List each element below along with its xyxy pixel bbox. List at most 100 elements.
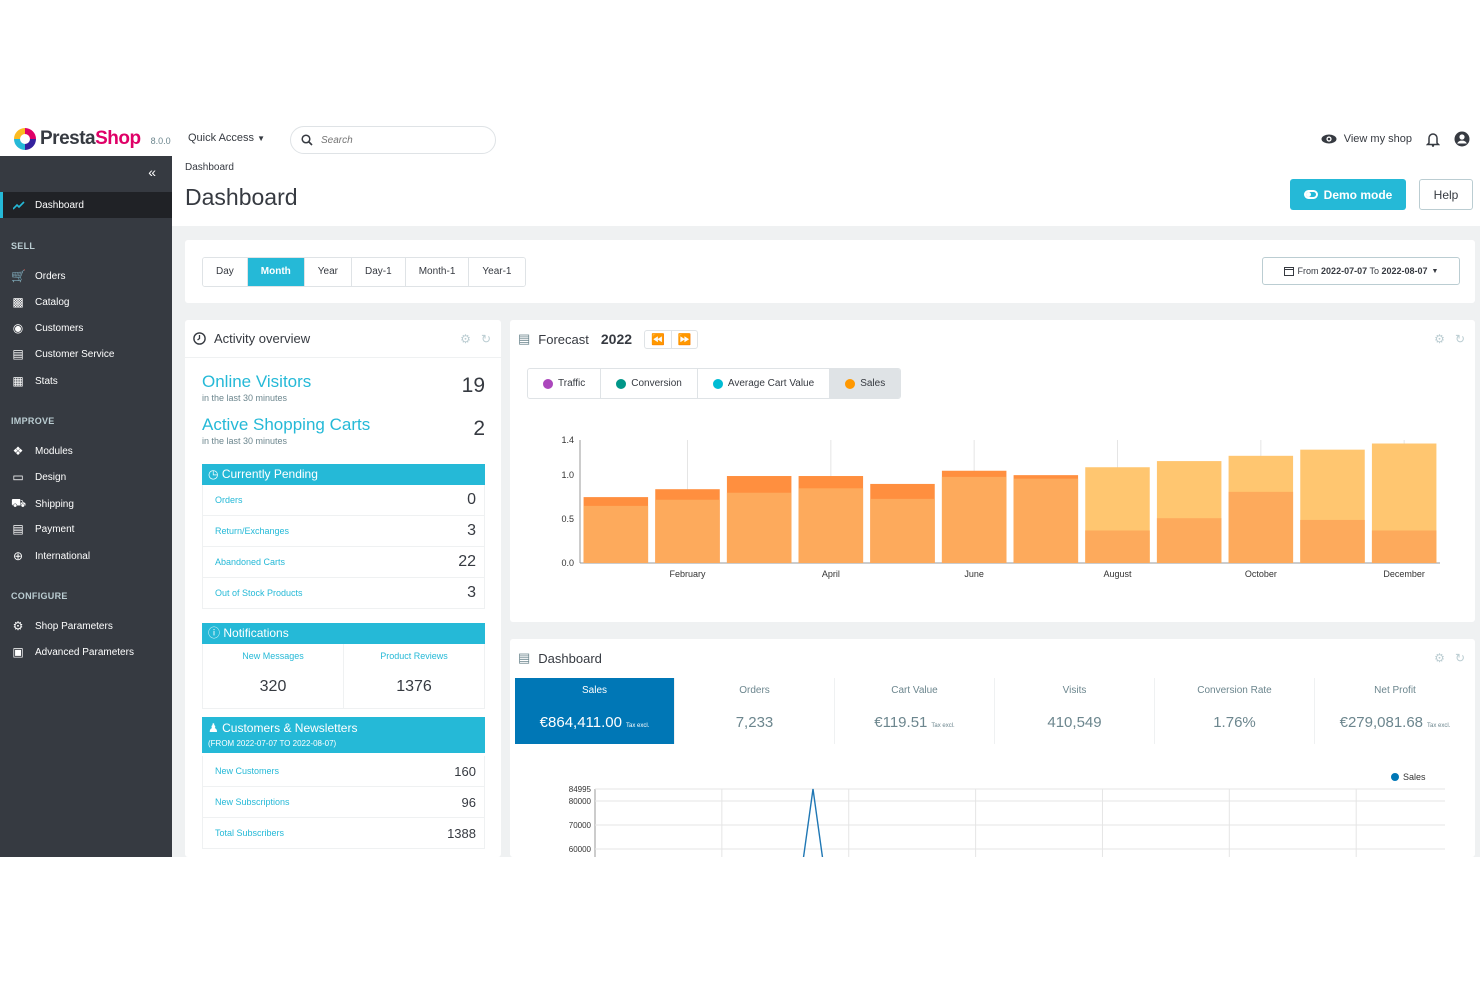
refresh-icon[interactable]: ↻: [480, 332, 491, 346]
sidebar-item-shipping[interactable]: ⛟ Shipping: [11, 496, 74, 512]
user-icon: ♟: [208, 721, 219, 735]
product-reviews: Product Reviews 1376: [344, 644, 484, 708]
kpi-conversion-rate[interactable]: Conversion Rate 1.76%: [1155, 678, 1315, 744]
sidebar-item-advanced-parameters[interactable]: ▣ Advanced Parameters: [11, 645, 134, 659]
card-tools: ⚙ ↻: [1434, 332, 1465, 346]
period-day-minus-1-button[interactable]: Day-1: [352, 258, 406, 286]
product-reviews-label[interactable]: Product Reviews: [380, 651, 448, 661]
demo-mode-button[interactable]: Demo mode: [1290, 179, 1406, 210]
sidebar-item-stats[interactable]: ▦ Stats: [11, 374, 57, 388]
collapse-sidebar-icon[interactable]: «: [148, 164, 156, 180]
refresh-icon[interactable]: ↻: [1454, 332, 1465, 346]
customers-value: 1388: [447, 825, 476, 841]
search-icon: [301, 134, 313, 146]
sidebar-item-catalog[interactable]: ▩ Catalog: [11, 295, 69, 309]
legend-conversion[interactable]: Conversion: [601, 369, 698, 398]
desktop-icon: ▭: [12, 470, 24, 484]
view-shop-link[interactable]: View my shop: [1321, 133, 1412, 145]
forecast-chart: 0.0 0.5 1.0 1.4 February April June August Octob…: [561, 435, 1440, 579]
y-tick-label: 70000: [569, 821, 592, 830]
app-window: PrestaShop 8.0.0 Quick Access ▼ View my …: [0, 120, 1480, 857]
forecast-sales-bar: [941, 476, 1007, 563]
legend-label: Average Cart Value: [727, 378, 815, 389]
notifications-title: Notifications: [223, 626, 289, 640]
kpi-visits[interactable]: Visits 410,549: [995, 678, 1155, 744]
legend-sales[interactable]: Sales: [830, 369, 901, 398]
sidebar-item-modules[interactable]: ❖ Modules: [11, 444, 73, 458]
currently-pending-header: ◷ Currently Pending: [202, 464, 485, 485]
breadcrumb[interactable]: Dashboard: [185, 162, 234, 173]
quick-access-dropdown[interactable]: Quick Access ▼: [188, 132, 266, 144]
x-tick-label: February: [669, 569, 706, 579]
forecast-sales-bar: [1371, 530, 1437, 563]
active-carts-label[interactable]: Active Shopping Carts: [202, 415, 371, 434]
x-tick-label: June: [964, 569, 984, 579]
sidebar-item-shop-parameters[interactable]: ⚙ Shop Parameters: [11, 619, 113, 633]
sidebar-item-dashboard[interactable]: Dashboard: [0, 192, 172, 218]
info-icon: ⓘ: [208, 626, 221, 640]
legend-average-cart-value[interactable]: Average Cart Value: [698, 369, 831, 398]
notifications-header: ⓘ Notifications: [202, 623, 485, 644]
refresh-icon[interactable]: ↻: [1454, 651, 1465, 665]
page-header: [172, 156, 1480, 226]
kpi-net-profit[interactable]: Net Profit €279,081.68 Tax excl.: [1315, 678, 1475, 744]
y-tick-label: 1.0: [561, 470, 574, 480]
gear-icon: ⚙: [12, 619, 24, 633]
legend-label: Sales: [860, 378, 886, 389]
sidebar-section-improve: IMPROVE: [11, 416, 55, 426]
forecast-header: ▤ Forecast 2022 ⏪ ⏩: [510, 320, 1475, 358]
settings-icon[interactable]: ⚙: [460, 332, 471, 346]
help-button[interactable]: Help: [1419, 179, 1473, 210]
kpi-orders[interactable]: Orders 7,233: [675, 678, 835, 744]
legend-traffic[interactable]: Traffic: [528, 369, 602, 398]
next-year-icon[interactable]: ⏩: [677, 333, 692, 346]
new-messages-label[interactable]: New Messages: [242, 651, 304, 661]
sidebar-item-international[interactable]: ⊕ International: [11, 549, 90, 563]
user-account-icon[interactable]: [1454, 131, 1470, 147]
pending-label[interactable]: Abandoned Carts: [215, 557, 286, 567]
period-month-minus-1-button[interactable]: Month-1: [405, 258, 470, 286]
new-messages-value: 320: [259, 678, 287, 695]
pending-row-abandoned-carts: Abandoned Carts 22: [202, 547, 485, 578]
sidebar-item-design[interactable]: ▭ Design: [11, 470, 66, 484]
sidebar-item-label: Customer Service: [35, 348, 115, 360]
settings-icon[interactable]: ⚙: [1434, 651, 1445, 665]
customers-label[interactable]: Total Subscribers: [215, 828, 285, 838]
currently-pending-title: Currently Pending: [221, 467, 318, 481]
prestashop-logo[interactable]: PrestaShop 8.0.0: [14, 128, 171, 150]
period-year-button[interactable]: Year: [304, 258, 353, 286]
date-range-button[interactable]: From 2022-07-07 To 2022-08-07 ▼: [1262, 257, 1460, 285]
sidebar-item-orders[interactable]: 🛒 Orders: [11, 269, 66, 283]
pending-label[interactable]: Orders: [215, 495, 243, 505]
period-month-button[interactable]: Month: [247, 258, 305, 286]
pending-label[interactable]: Out of Stock Products: [215, 588, 303, 598]
forecast-sales-bar: [1228, 491, 1294, 563]
period-selector-panel: Day Month Year Day-1 Month-1 Year-1 From…: [185, 240, 1475, 303]
search-box[interactable]: [290, 126, 496, 154]
previous-year-icon[interactable]: ⏪: [645, 330, 672, 348]
sidebar-item-customers[interactable]: ◉ Customers: [11, 321, 84, 335]
period-day-button[interactable]: Day: [203, 258, 248, 286]
kpi-cart-value[interactable]: Cart Value €119.51 Tax excl.: [835, 678, 995, 744]
kpi-sales[interactable]: Sales €864,411.00 Tax excl.: [515, 678, 675, 744]
customers-label[interactable]: New Customers: [215, 766, 280, 776]
forecast-sales-bar: [1300, 519, 1365, 563]
kpi-note: Tax excl.: [625, 723, 650, 729]
kpi-label: Orders: [739, 685, 770, 696]
period-year-minus-1-button[interactable]: Year-1: [469, 258, 525, 286]
kpi-value: 1.76%: [1213, 714, 1256, 731]
sidebar-item-payment[interactable]: ▤ Payment: [11, 522, 74, 536]
customers-newsletters-header: ♟ Customers & Newsletters (FROM 2022-07-…: [202, 717, 485, 753]
pending-label[interactable]: Return/Exchanges: [215, 526, 290, 536]
sidebar-item-label: Orders: [35, 270, 66, 282]
page-title: Dashboard: [185, 184, 298, 210]
settings-icon[interactable]: ⚙: [1434, 332, 1445, 346]
online-visitors-label[interactable]: Online Visitors: [202, 372, 312, 391]
customers-label[interactable]: New Subscriptions: [215, 797, 290, 807]
pending-value: 3: [467, 522, 476, 539]
search-input[interactable]: [321, 134, 471, 146]
online-visitors: Online Visitors in the last 30 minutes 1…: [202, 372, 485, 403]
bell-icon[interactable]: [1426, 132, 1440, 147]
kpi-label: Visits: [1062, 685, 1087, 696]
sidebar-item-customer-service[interactable]: ▤ Customer Service: [11, 347, 114, 361]
